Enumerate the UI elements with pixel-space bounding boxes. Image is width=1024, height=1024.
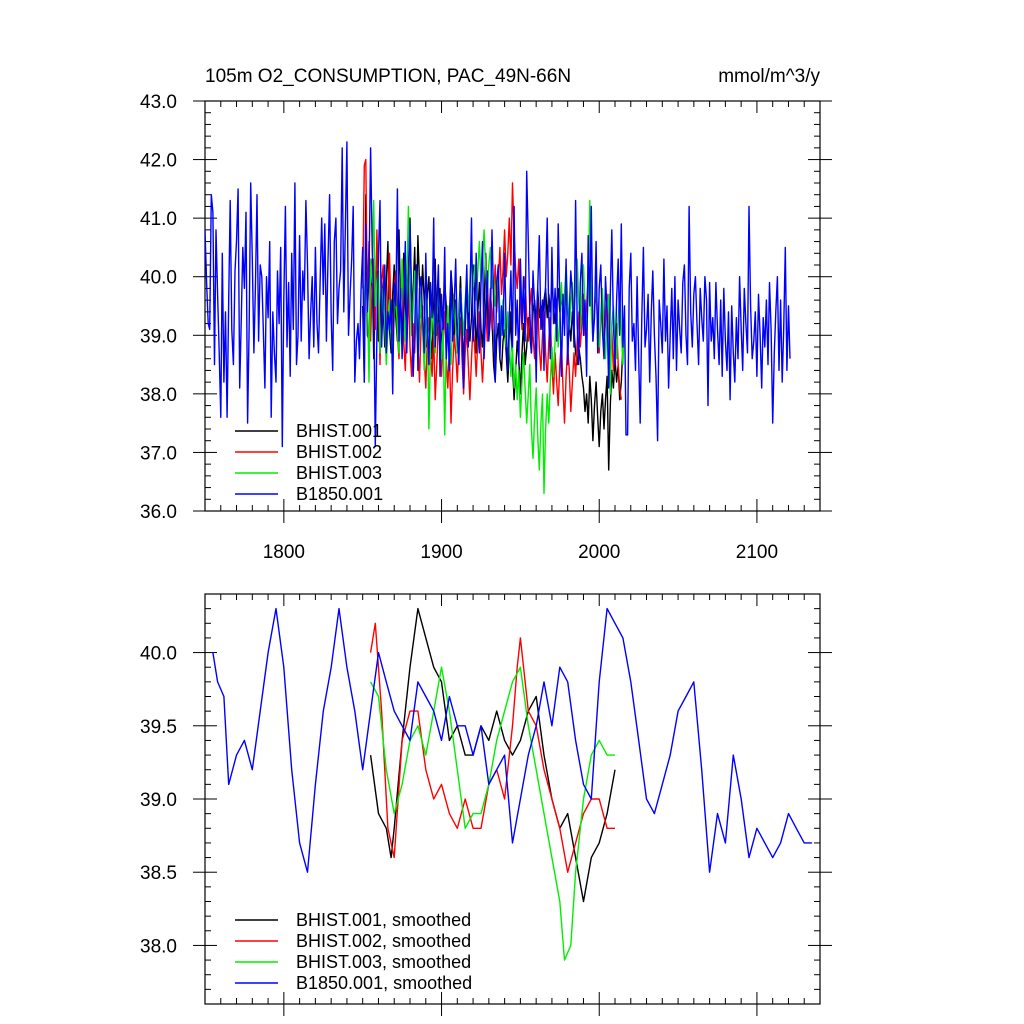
series-line-bhist-002 (362, 158, 622, 424)
legend-label: BHIST.001, smoothed (296, 910, 471, 930)
y-tick-label: 39.0 (140, 790, 177, 811)
legend-label: BHIST.003 (296, 463, 382, 483)
legend-label: BHIST.002, smoothed (296, 931, 471, 951)
legend-label: BHIST.002 (296, 442, 382, 462)
legend-label: BHIST.003, smoothed (296, 952, 471, 972)
series-line-bhist-003-smoothed (369, 666, 615, 961)
y-tick-label: 40.0 (140, 644, 177, 665)
series-line-bhist-002-smoothed (369, 622, 615, 873)
y-tick-label: 38.0 (140, 936, 177, 957)
legend-label: BHIST.001 (296, 421, 382, 441)
y-tick-label: 38.0 (140, 385, 177, 406)
x-tick-label: 2000 (578, 542, 620, 563)
x-tick-label: 1800 (263, 542, 305, 563)
legend-label: B1850.001 (296, 484, 383, 504)
series-line-b1850-001 (205, 141, 791, 448)
series-line-bhist-001-smoothed (369, 607, 616, 903)
chart-title: 105m O2_CONSUMPTION, PAC_49N-66N (205, 66, 571, 87)
legend-label: B1850.001, smoothed (296, 973, 472, 993)
units-label: mmol/m^3/y (718, 66, 820, 87)
x-tick-label: 2100 (736, 542, 778, 563)
y-tick-label: 41.0 (140, 209, 177, 230)
y-tick-label: 38.5 (140, 863, 177, 884)
x-tick-label: 1900 (420, 542, 462, 563)
top-panel: 105m O2_CONSUMPTION, PAC_49N-66N mmol/m^… (140, 66, 832, 563)
plot-frame (204, 100, 821, 512)
y-tick-label: 37.0 (140, 443, 177, 464)
y-tick-label: 36.0 (140, 502, 177, 523)
series-line-b1850-001-smoothed (212, 607, 813, 873)
y-tick-label: 39.5 (140, 717, 177, 738)
y-tick-label: 42.0 (140, 151, 177, 172)
y-tick-label: 39.0 (140, 326, 177, 347)
y-tick-label: 43.0 (140, 92, 177, 113)
y-tick-label: 40.0 (140, 268, 177, 289)
